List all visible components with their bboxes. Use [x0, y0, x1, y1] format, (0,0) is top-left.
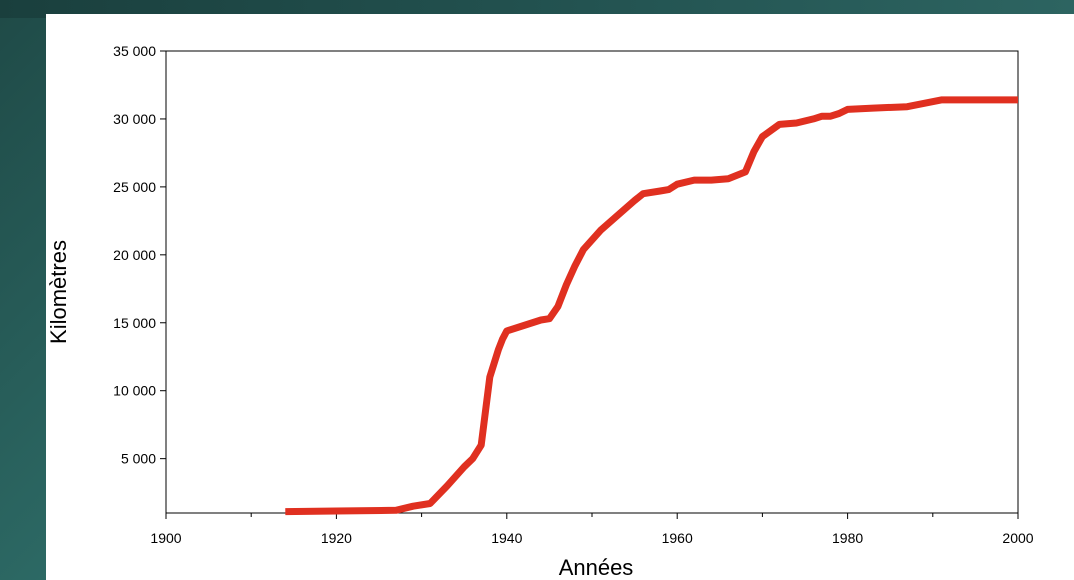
x-tick-label: 1960	[662, 530, 693, 546]
x-tick-label: 1940	[491, 530, 522, 546]
y-tick-label: 25 000	[113, 179, 156, 195]
x-tick-label: 1920	[321, 530, 352, 546]
ticks: 5 000 10 000 15 000 20 000 25 000 30 000 35 00…	[113, 43, 1034, 546]
series-line	[285, 96, 1018, 516]
x-tick-label: 1900	[150, 530, 181, 546]
y-tick-label: 20 000	[113, 247, 156, 263]
y-axis-title: Kilomètres	[46, 240, 71, 344]
axes	[165, 50, 1019, 514]
x-tick-label: 2000	[1002, 530, 1033, 546]
plot-frame	[165, 50, 1019, 514]
y-tick-label: 15 000	[113, 315, 156, 331]
y-tick-label: 10 000	[113, 383, 156, 399]
slide-top-strip	[0, 0, 1074, 18]
x-tick-label: 1980	[832, 530, 863, 546]
y-tick-label: 5 000	[121, 451, 156, 467]
y-tick-label: 35 000	[113, 43, 156, 59]
x-axis-title: Années	[559, 555, 634, 580]
series-layer	[285, 96, 1018, 516]
y-tick-label: 30 000	[113, 111, 156, 127]
